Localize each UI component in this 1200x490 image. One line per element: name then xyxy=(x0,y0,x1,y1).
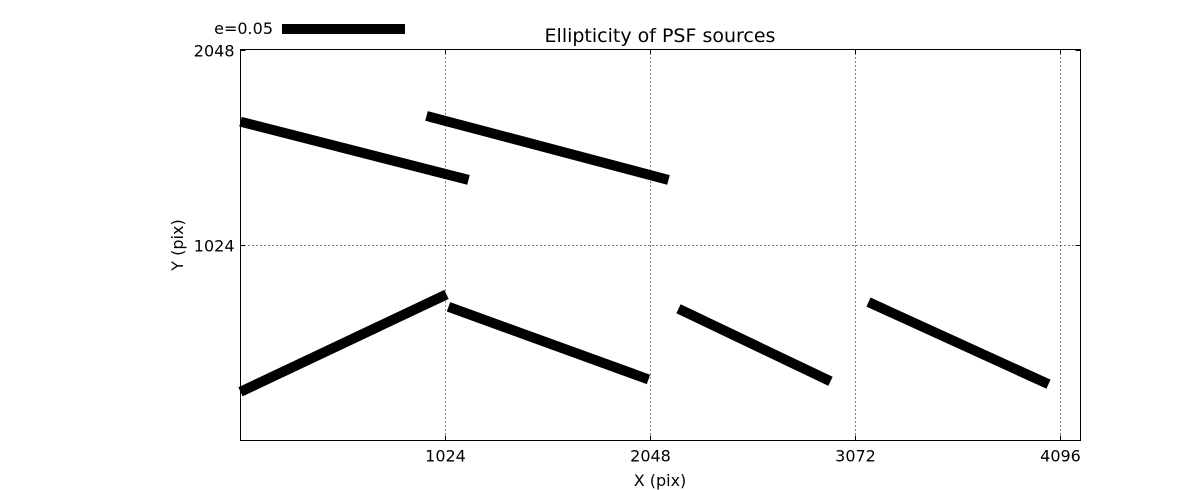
ellipticity-stick xyxy=(425,111,670,185)
ellipticity-stick xyxy=(866,297,1051,389)
y-tick-label: 2048 xyxy=(194,42,235,61)
ellipticity-stick xyxy=(676,304,833,386)
x-tick-label: 4096 xyxy=(1040,447,1081,466)
x-tick-label: 2048 xyxy=(630,447,671,466)
x-axis-label: X (pix) xyxy=(634,471,687,490)
legend-label: e=0.05 xyxy=(214,19,273,38)
ellipticity-stick xyxy=(238,289,449,397)
grid-lines xyxy=(240,49,1081,441)
x-tick-label: 1024 xyxy=(425,447,466,466)
ellipticity-stick xyxy=(239,116,470,185)
axis-ticks: 1024 2048 3072 4096 1024 2048 xyxy=(194,42,1081,466)
chart-title: Ellipticity of PSF sources xyxy=(545,25,776,47)
x-tick-label: 3072 xyxy=(835,447,876,466)
y-tick-label: 1024 xyxy=(194,237,235,256)
ellipticity-stick xyxy=(446,302,651,385)
legend: e=0.05 xyxy=(214,19,405,38)
y-axis-label: Y (pix) xyxy=(168,219,187,271)
ellipticity-sticks xyxy=(238,111,1051,397)
